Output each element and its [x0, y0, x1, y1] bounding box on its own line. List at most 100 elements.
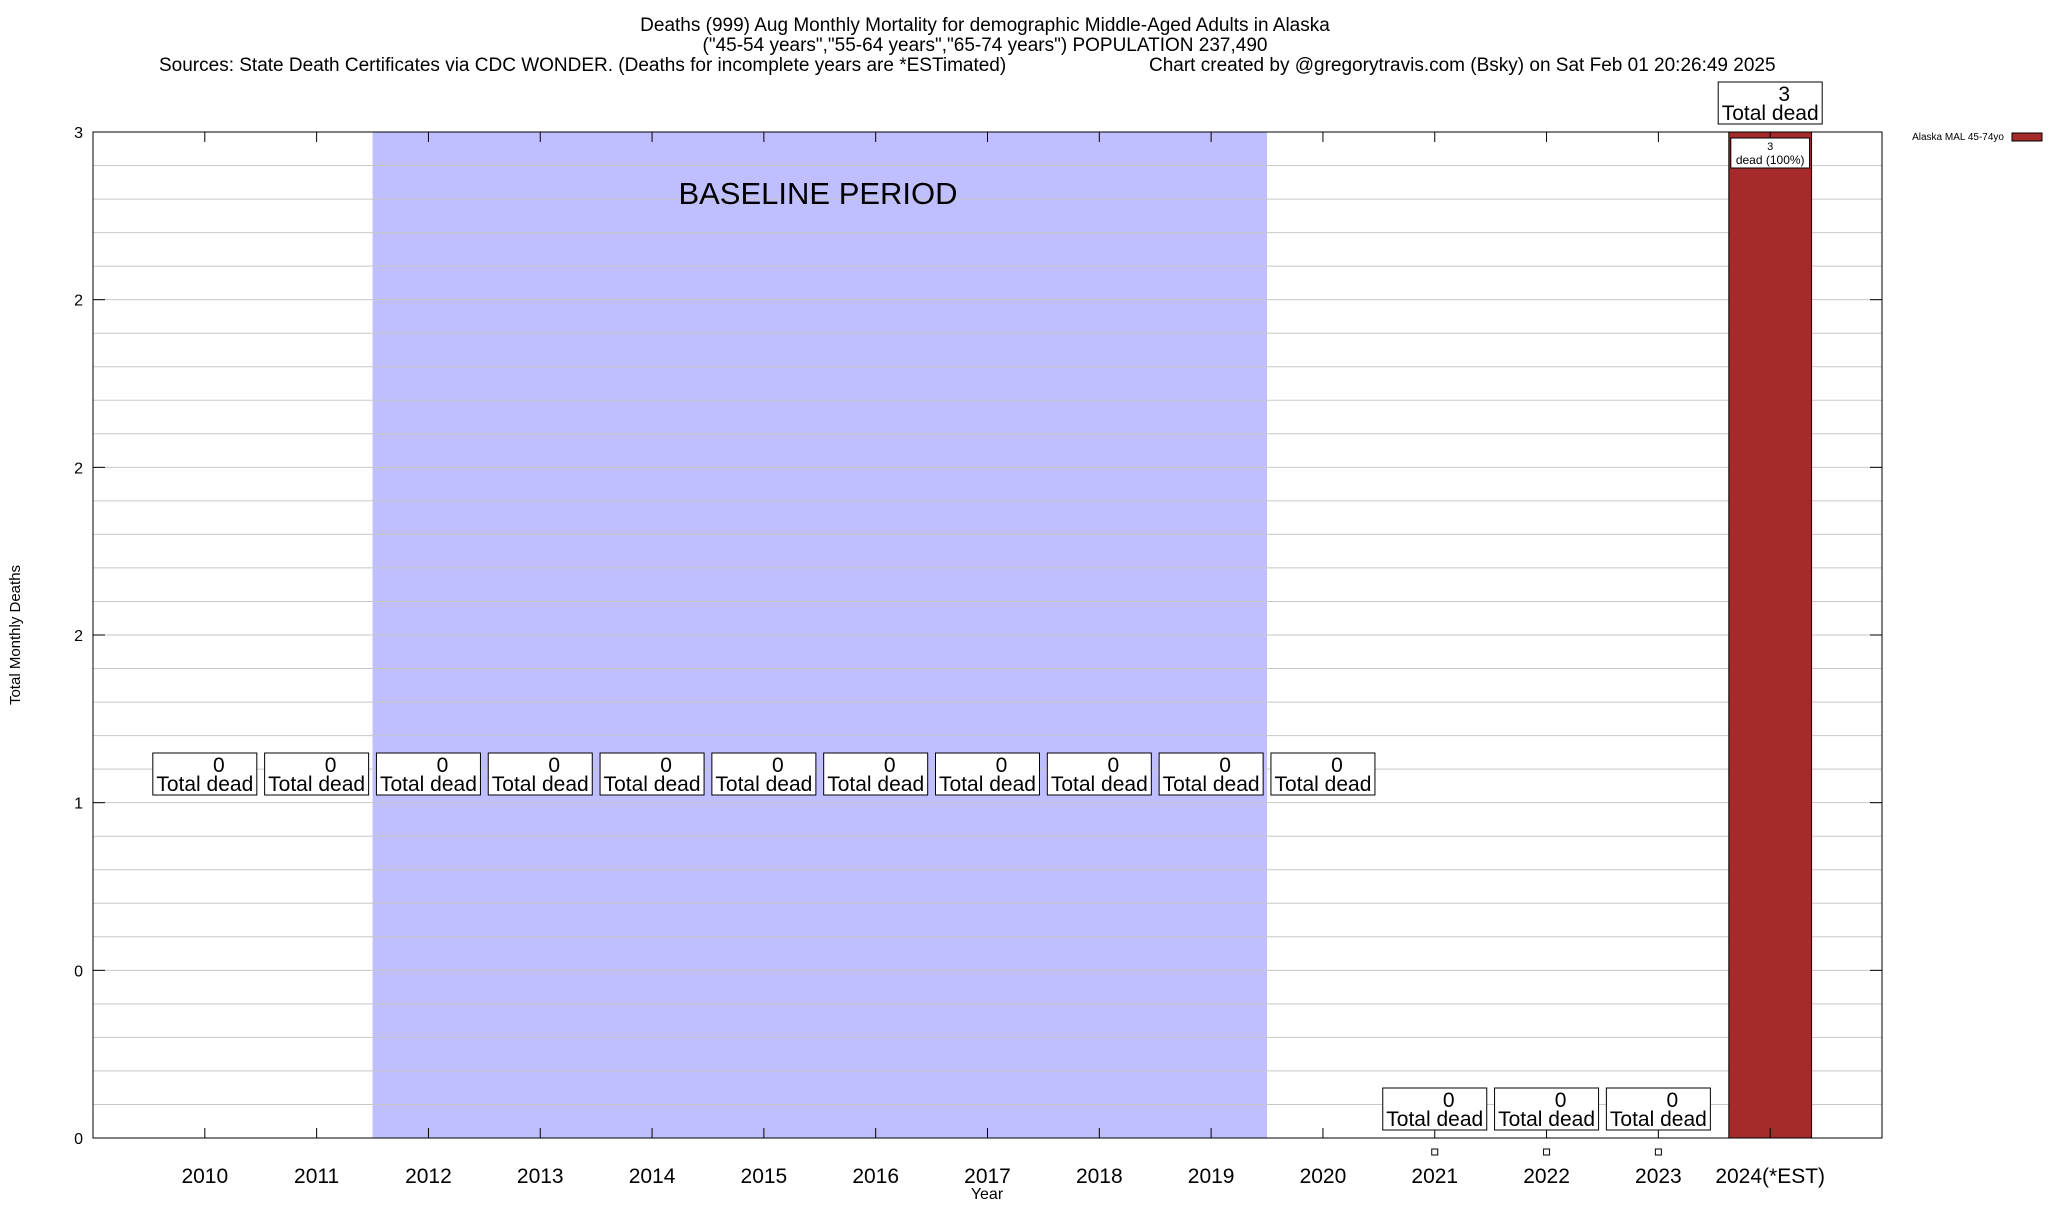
total-dead-text: Total dead: [1722, 102, 1819, 125]
bar-marker-2021: [1431, 1148, 1439, 1156]
chart-credit: Chart created by @gregorytravis.com (Bsk…: [1149, 55, 1776, 76]
y-tick-label: 0: [74, 1131, 83, 1148]
x-tick-label: 2021: [1411, 1165, 1458, 1188]
total-dead-value: 0: [1331, 754, 1343, 777]
bar-marker-2022: [1543, 1148, 1551, 1156]
y-tick-label: 3: [74, 125, 83, 142]
total-dead-box: [1494, 1087, 1600, 1131]
axes: 0 0 1 2 2 2 3 2010 2011 2012 2013 2014 2015 2016 2017 2…: [74, 125, 1883, 1188]
total-dead-box: [1046, 752, 1152, 796]
segment-label-value: 3: [1767, 141, 1773, 153]
total-dead-text: Total dead: [156, 773, 253, 796]
total-dead-text: Total dead: [939, 773, 1036, 796]
x-tick-label: 2010: [181, 1165, 228, 1188]
total-dead-box: [1158, 752, 1264, 796]
chart-title-line-2: ("45-54 years","55-64 years","65-74 year…: [703, 35, 1268, 56]
total-dead-value: 0: [548, 754, 560, 777]
x-axis-label: Year: [971, 1186, 1004, 1200]
y-tick-label: 1: [74, 796, 83, 813]
x-tick-label: 2011: [294, 1165, 339, 1188]
x-tick-label: 2016: [852, 1165, 899, 1188]
total-dead-box: [264, 752, 370, 796]
total-dead-box: [1382, 1087, 1488, 1131]
y-tick-label: 2: [74, 293, 83, 310]
total-dead-box: [823, 752, 929, 796]
total-dead-box: [711, 752, 817, 796]
total-dead-value: 0: [660, 754, 672, 777]
legend-swatch: [2011, 132, 2043, 142]
segment-label-text: dead (100%): [1736, 153, 1805, 167]
total-dead-text: Total dead: [380, 773, 477, 796]
chart-title-line-1: Deaths (999) Aug Monthly Mortality for d…: [640, 15, 1330, 36]
y-tick-label: 0: [74, 963, 83, 980]
x-tick-label: 2022: [1523, 1165, 1570, 1188]
total-dead-text: Total dead: [1498, 1108, 1595, 1131]
y-axis-label: Total Monthly Deaths: [7, 565, 24, 705]
total-dead-text: Total dead: [268, 773, 365, 796]
baseline-label: BASELINE PERIOD: [678, 176, 957, 211]
total-dead-value: 0: [1555, 1089, 1567, 1112]
total-dead-text: Total dead: [492, 773, 589, 796]
x-tick-label: 2015: [741, 1165, 788, 1188]
total-dead-text: Total dead: [1386, 1108, 1483, 1131]
x-tick-label: 2020: [1300, 1165, 1347, 1188]
x-tick-label: 2024(*EST): [1715, 1165, 1825, 1188]
bars: [1431, 131, 1813, 1156]
legend-label: Alaska MAL 45-74yo: [1912, 132, 2004, 143]
x-tick-label: 2017: [964, 1165, 1011, 1188]
total-dead-box: [152, 752, 258, 796]
y-tick-label: 2: [74, 628, 83, 645]
total-dead-value: 0: [1667, 1089, 1679, 1112]
total-dead-box: [935, 752, 1040, 796]
total-dead-box: [487, 752, 593, 796]
total-dead-value: 0: [325, 754, 337, 777]
total-dead-value: 0: [772, 754, 784, 777]
segment-label-box: [1730, 137, 1811, 169]
bar-2024(*EST): [1728, 131, 1813, 1139]
x-tick-label: 2013: [517, 1165, 564, 1188]
total-dead-value: 0: [1107, 754, 1119, 777]
total-dead-value: 0: [213, 754, 225, 777]
bar-marker-2023: [1654, 1148, 1662, 1156]
total-dead-box: [375, 752, 481, 796]
legend: Alaska MAL 45-74yo: [1912, 132, 2043, 143]
y-tick-label: 2: [74, 460, 83, 477]
x-tick-label: 2023: [1635, 1165, 1682, 1188]
total-dead-value: 0: [437, 754, 449, 777]
total-dead-value: 0: [996, 754, 1008, 777]
total-dead-value: 0: [884, 754, 896, 777]
total-dead-text: Total dead: [1163, 773, 1260, 796]
chart-sources: Sources: State Death Certificates via CD…: [159, 55, 1006, 76]
x-tick-label: 2012: [405, 1165, 452, 1188]
x-tick-label: 2014: [629, 1165, 676, 1188]
total-dead-value: 0: [1219, 754, 1231, 777]
total-dead-text: Total dead: [1051, 773, 1148, 796]
x-tick-label: 2019: [1188, 1165, 1235, 1188]
total-dead-text: Total dead: [1274, 773, 1371, 796]
total-dead-text: Total dead: [827, 773, 924, 796]
total-dead-text: Total dead: [604, 773, 701, 796]
total-dead-text: Total dead: [715, 773, 812, 796]
total-dead-box: [1270, 752, 1376, 796]
total-dead-box: [599, 752, 705, 796]
x-tick-label: 2018: [1076, 1165, 1123, 1188]
total-dead-value: 3: [1778, 83, 1790, 106]
